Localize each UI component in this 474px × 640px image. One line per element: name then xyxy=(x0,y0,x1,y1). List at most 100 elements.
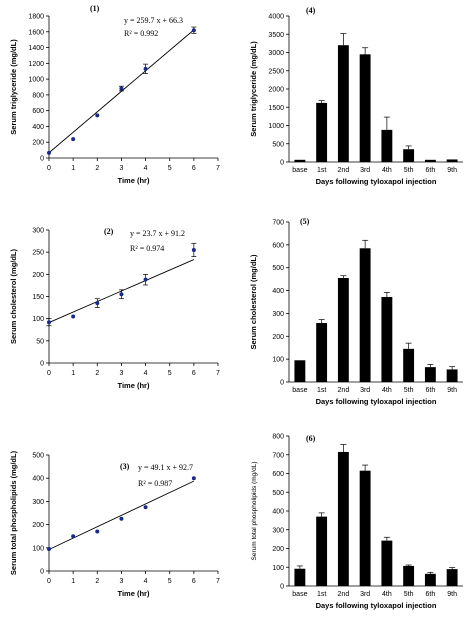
x-axis-title: Days following tyloxapol injection xyxy=(316,397,437,406)
data-point xyxy=(143,277,148,282)
fit-r-squared: R² = 0.974 xyxy=(130,244,164,253)
x-category-label: base xyxy=(292,167,307,174)
y-tick-label: 500 xyxy=(32,453,44,460)
y-tick-label: 100 xyxy=(272,357,284,364)
y-tick-label: 100 xyxy=(272,565,284,572)
fit-equation: y = 259.7 x + 66.3 xyxy=(124,16,183,25)
data-point xyxy=(47,320,51,325)
y-tick-label: 250 xyxy=(32,250,44,257)
x-tick-label: 0 xyxy=(47,578,51,585)
fit-r-squared: R² = 0.987 xyxy=(138,479,172,488)
y-tick-label: 2000 xyxy=(268,87,284,94)
chart-panel-6: 0 100 200 300 400 500 600 700 800 (6) Serum total … xyxy=(251,434,463,610)
trend-line xyxy=(48,29,195,154)
bar xyxy=(424,367,436,382)
x-tick-label: 2 xyxy=(95,165,99,172)
x-category-label: 2nd xyxy=(338,591,350,598)
x-category-label: 2nd xyxy=(338,387,350,394)
bar xyxy=(446,569,458,586)
x-category-label: 4th xyxy=(382,167,392,174)
data-point xyxy=(71,137,76,142)
y-tick-label: 1500 xyxy=(268,105,284,112)
y-axis-title: Serum triglyceride (mg/dL) xyxy=(9,39,18,135)
fit-equation: y = 49.1 x + 92.7 xyxy=(138,463,193,472)
x-axis-title: Time (hr) xyxy=(118,176,150,185)
x-category-label: 6th xyxy=(426,591,436,598)
y-tick-label: 200 xyxy=(32,272,44,279)
y-tick-label: 500 xyxy=(272,141,284,148)
chart-panel-1: 0 200 400 600 800 1000 1200 1400 1600 1800 (1) Seru… xyxy=(9,4,220,185)
bar xyxy=(424,159,436,162)
data-point xyxy=(47,150,51,155)
bar xyxy=(359,470,371,586)
x-category-label: 3rd xyxy=(360,167,370,174)
y-tick-label: 0 xyxy=(280,160,284,167)
x-category-label: 5th xyxy=(404,387,414,394)
y-tick-label: 300 xyxy=(272,311,284,318)
bar xyxy=(381,540,393,586)
x-category-label: 6th xyxy=(426,387,436,394)
x-tick-label: 3 xyxy=(119,165,123,172)
y-tick-label: 500 xyxy=(272,490,284,497)
y-tick-label: 800 xyxy=(32,92,44,99)
y-tick-label: 0 xyxy=(40,361,44,368)
bar xyxy=(403,565,415,586)
x-tick-label: 0 xyxy=(47,370,51,377)
data-point xyxy=(191,476,196,481)
x-tick-label: 1 xyxy=(71,165,75,172)
panel-label: (3) xyxy=(120,462,130,471)
y-tick-label: 0 xyxy=(280,380,284,387)
data-point xyxy=(47,546,51,551)
y-tick-label: 700 xyxy=(272,220,284,227)
y-tick-label: 500 xyxy=(272,265,284,272)
trend-line xyxy=(48,480,195,550)
x-axis-title: Time (hr) xyxy=(118,589,150,598)
x-tick-label: 7 xyxy=(216,578,220,585)
bar xyxy=(446,159,458,162)
x-tick-label: 5 xyxy=(168,578,172,585)
y-tick-label: 200 xyxy=(32,140,44,147)
data-point xyxy=(119,516,124,521)
bar xyxy=(316,102,328,162)
x-category-label: 9th xyxy=(447,387,457,394)
x-tick-label: 1 xyxy=(71,578,75,585)
y-tick-label: 1800 xyxy=(28,14,44,21)
data-point xyxy=(119,292,124,297)
x-category-label: 9th xyxy=(447,591,457,598)
data-point xyxy=(95,529,100,534)
y-tick-label: 300 xyxy=(32,228,44,235)
x-category-label: 1st xyxy=(317,167,326,174)
y-tick-label: 0 xyxy=(40,156,44,163)
x-category-label: 5th xyxy=(404,167,414,174)
panel-label: (2) xyxy=(104,227,114,236)
x-category-label: base xyxy=(292,387,307,394)
x-category-label: 3rd xyxy=(360,387,370,394)
bar xyxy=(316,516,328,586)
bar xyxy=(337,45,349,163)
y-axis-title: Serum total phospholipids (mg/dL) xyxy=(251,462,258,561)
x-category-label: 6th xyxy=(426,167,436,174)
bar xyxy=(403,348,415,382)
data-point xyxy=(191,247,196,252)
y-tick-label: 600 xyxy=(272,242,284,249)
x-category-label: base xyxy=(292,591,307,598)
y-tick-label: 600 xyxy=(32,108,44,115)
y-tick-label: 0 xyxy=(280,584,284,591)
x-axis-title: Days following tyloxapol injection xyxy=(316,177,437,186)
fit-equation: y = 23.7 x + 91.2 xyxy=(130,229,185,238)
chart-panel-4: 0 100 200 300 400 500 600 700 (5) Serum cholester… xyxy=(249,217,463,406)
bar xyxy=(381,129,393,162)
x-tick-label: 4 xyxy=(144,370,148,377)
y-tick-label: 200 xyxy=(272,334,284,341)
x-category-label: 4th xyxy=(382,591,392,598)
y-tick-label: 400 xyxy=(32,476,44,483)
x-tick-label: 3 xyxy=(119,578,123,585)
y-tick-label: 100 xyxy=(32,316,44,323)
panel-label: (1) xyxy=(90,4,100,13)
y-axis-title: Serum cholesterol (mg/dL) xyxy=(9,248,18,344)
x-category-label: 1st xyxy=(317,387,326,394)
data-point xyxy=(119,86,124,91)
y-tick-label: 200 xyxy=(272,546,284,553)
